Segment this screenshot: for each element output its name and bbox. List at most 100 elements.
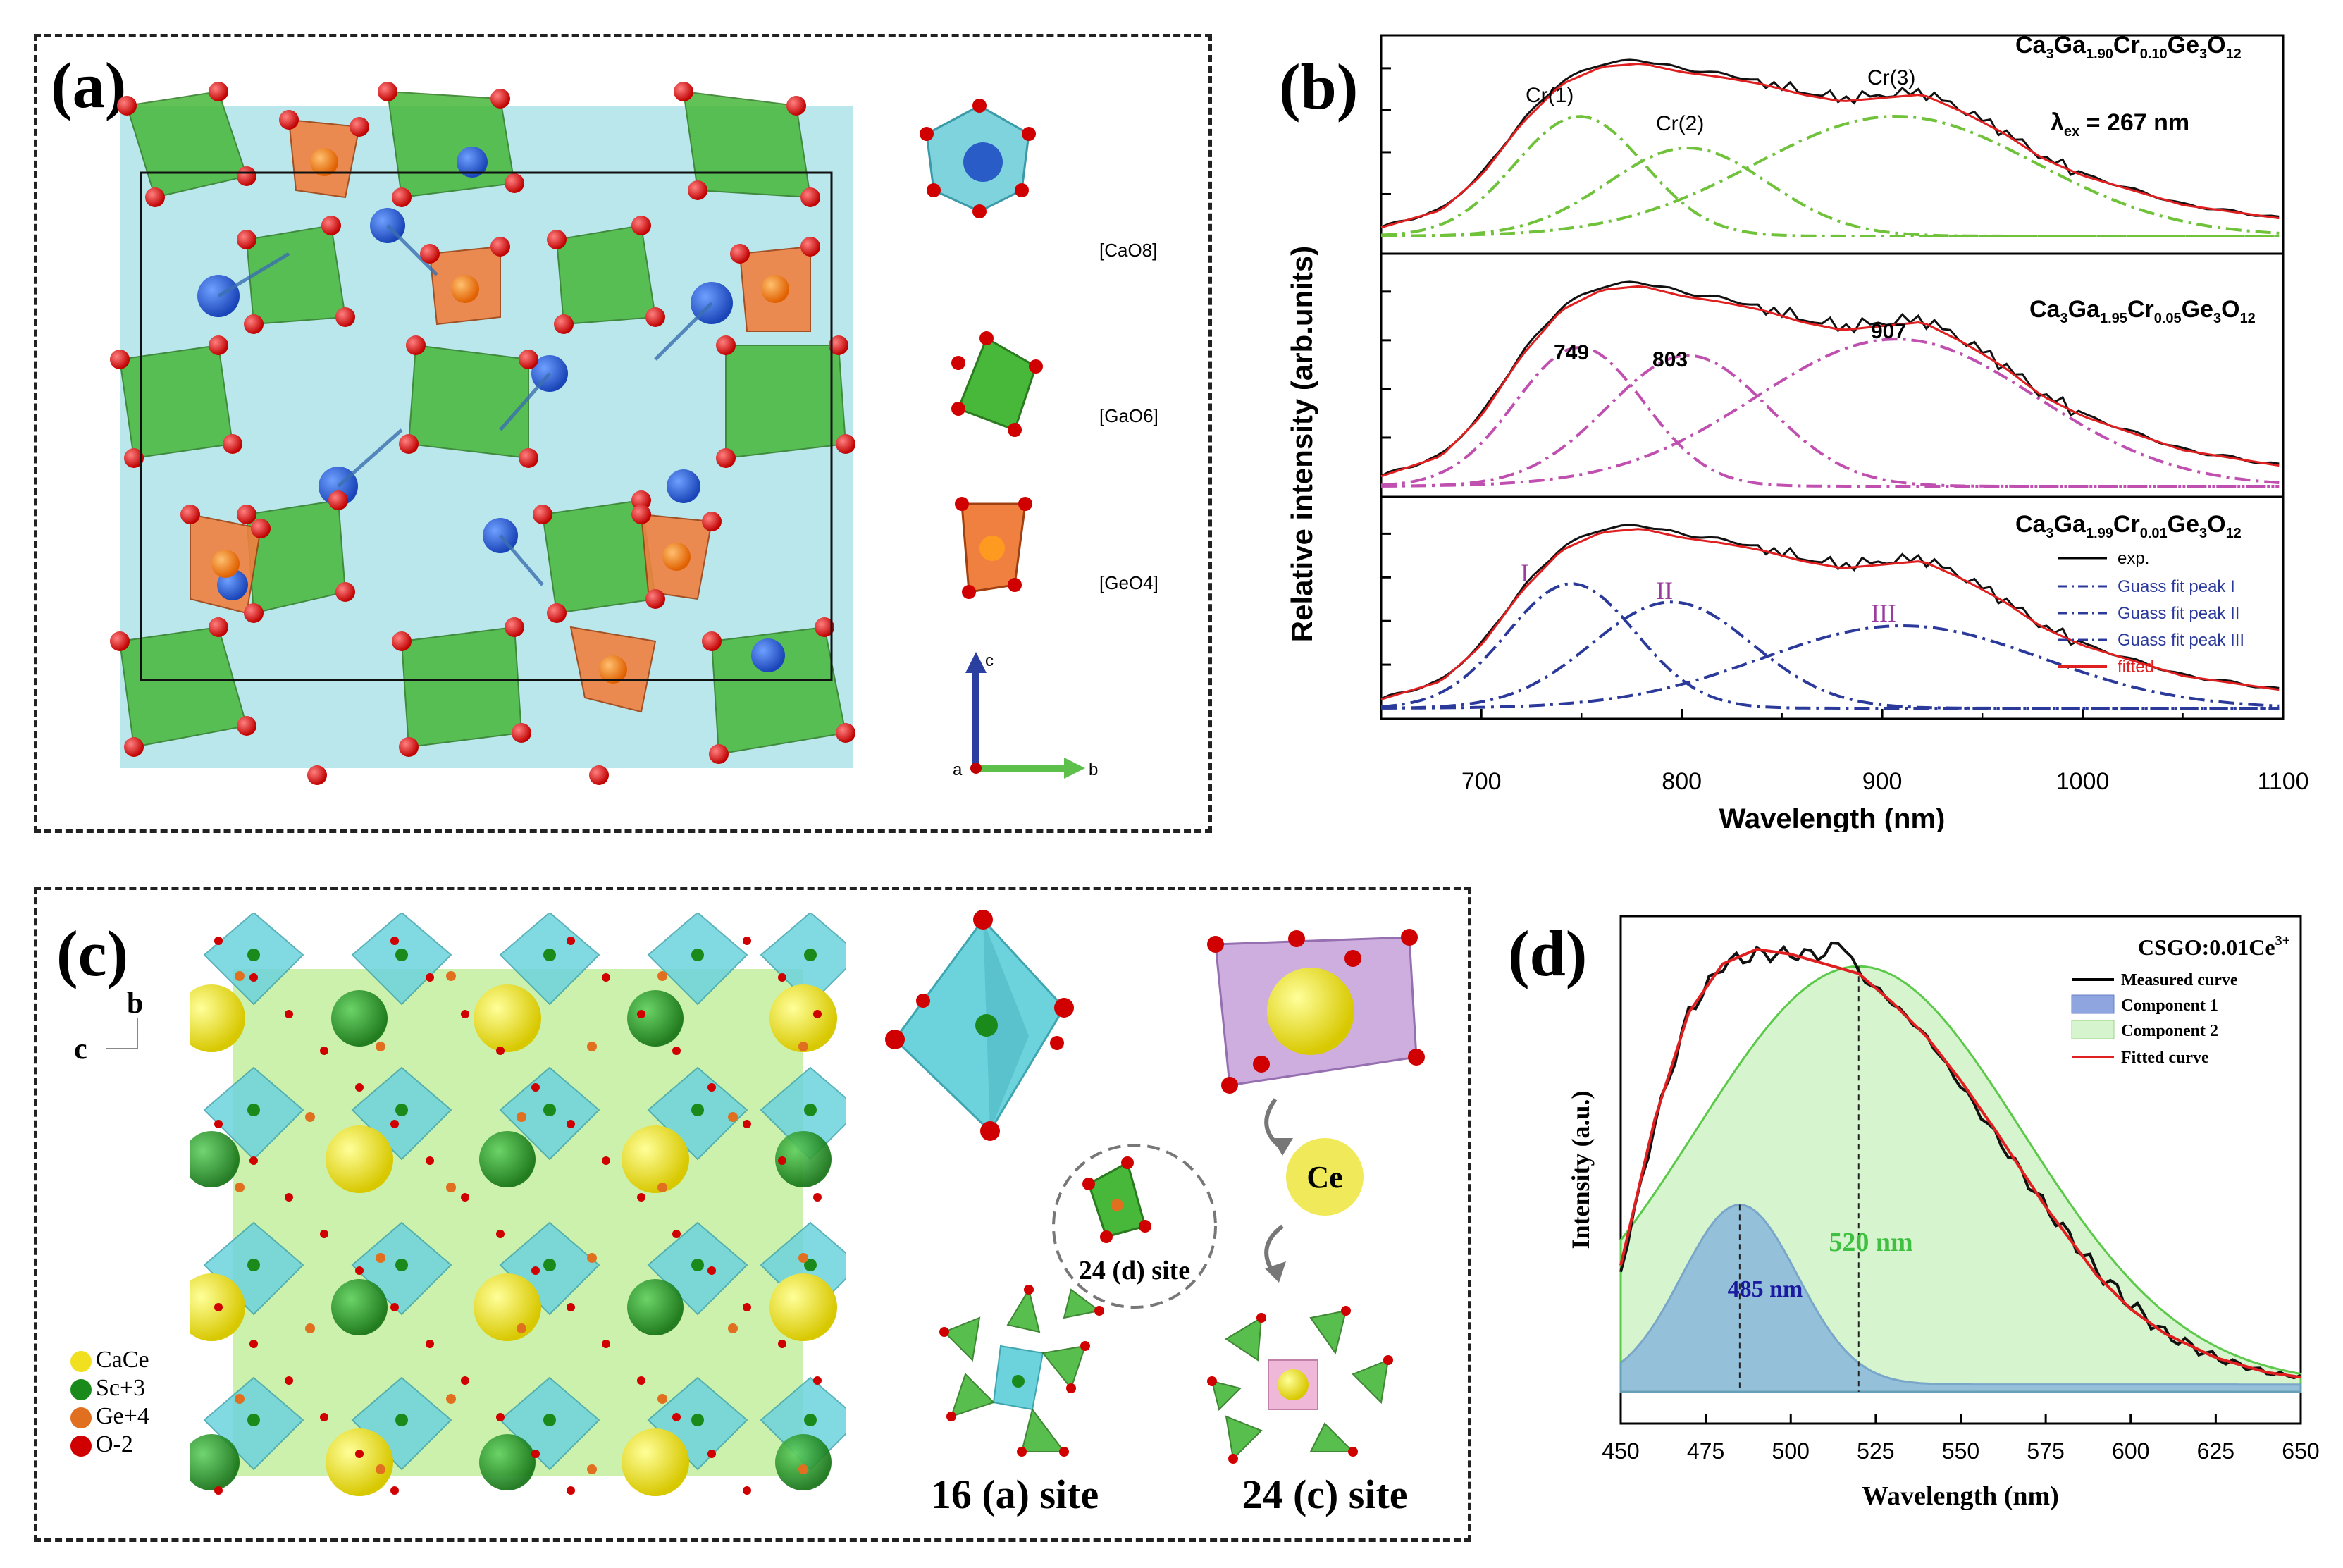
d-measured-curve xyxy=(1619,941,2301,1380)
b-gauss-2-1 xyxy=(1380,600,2280,710)
cluster-16a xyxy=(939,1285,1104,1457)
b-peak-cr2: Cr(2) xyxy=(1656,112,1704,135)
b-xtick-1100: 1100 xyxy=(2257,768,2308,795)
b-gauss-1-0 xyxy=(1380,345,2280,488)
b-fit-1 xyxy=(1380,285,2280,478)
panel-d-chart: Intensity (a.u.) CSGO:0.01Ce3+ Measured … xyxy=(1566,915,2320,1511)
d-title: CSGO:0.01Ce3+ xyxy=(2138,933,2290,960)
d-legend-comp1: Component 1 xyxy=(2121,996,2218,1015)
d-xlabel: Wavelength (nm) xyxy=(1862,1481,2059,1511)
garnet-structure-a xyxy=(110,82,855,785)
b-exp-2 xyxy=(1380,524,2280,700)
dodecahedron-24c xyxy=(1207,929,1425,1094)
gao6-polyhedron xyxy=(951,331,1043,437)
d-xtick-625: 625 xyxy=(2197,1438,2234,1464)
b-xtick-700: 700 xyxy=(1461,768,1502,795)
c-legend-sc: Sc+3 xyxy=(70,1374,149,1402)
panel-d-label: (d) xyxy=(1508,918,1588,989)
d-peak1-label: 485 nm xyxy=(1728,1276,1803,1302)
geo4-polyhedron xyxy=(955,497,1032,599)
b-peak-803: 803 xyxy=(1652,348,1688,371)
b-frame-bottom xyxy=(1380,495,2285,720)
c-site-c-label: 24 (c) site xyxy=(1242,1471,1407,1517)
c-legend-ge: Ge+4 xyxy=(70,1402,149,1431)
panel-c-frame xyxy=(34,887,1471,1542)
axis-triad-a: c a b xyxy=(953,651,1098,779)
d-legend: Measured curve Component 1 Component 2 F… xyxy=(2071,971,2238,1067)
legend-cao8: [CaO8] xyxy=(1099,240,1158,261)
b-legend-peak1: Guass fit peak I xyxy=(2118,577,2235,596)
d-component1-area xyxy=(1619,1204,2302,1393)
b-composition-bottom: Ca3Ga1.99Cr0.01Ge3O12 xyxy=(2015,511,2242,541)
b-legend-exp: exp. xyxy=(2118,549,2149,568)
c-axis-lines xyxy=(106,1018,138,1049)
d-xtick-475: 475 xyxy=(1687,1438,1724,1464)
axis-a-label: a xyxy=(953,760,963,779)
c-legend: CaCe Sc+3 Ge+4 O-2 xyxy=(70,1346,149,1459)
d-xtick-550: 550 xyxy=(1942,1438,1979,1464)
panel-b-chart: Relative intensity (arb.units) Ca3Ga1.90… xyxy=(1285,32,2309,832)
c-site-schematics: 24 (d) site Ce 16 (a) site xyxy=(885,910,1425,1517)
cao8-polyhedron xyxy=(920,99,1036,218)
octahedron-16a xyxy=(885,910,1074,1141)
c-site-d-label: 24 (d) site xyxy=(1079,1256,1190,1285)
b-ylabel: Relative intensity (arb.units) xyxy=(1285,246,1318,642)
b-legend-peak3: Guass fit peak III xyxy=(2118,631,2244,650)
b-frame-top xyxy=(1380,34,2285,255)
c-legend-cace: CaCe xyxy=(70,1346,149,1374)
b-gauss-1-1 xyxy=(1380,354,2280,488)
c-axis-c: c xyxy=(74,1033,87,1066)
d-xtick-600: 600 xyxy=(2112,1438,2149,1464)
b-legend-peak2: Guass fit peak II xyxy=(2118,604,2239,623)
d-legend-fitted: Fitted curve xyxy=(2121,1049,2209,1067)
panel-a-label: (a) xyxy=(51,49,127,121)
b-composition-mid: Ca3Ga1.95Cr0.05Ge3O12 xyxy=(2029,296,2256,326)
b-composition-top: Ca3Ga1.90Cr0.10Ge3O12 xyxy=(2015,32,2242,62)
b-lambda-ex: λex = 267 nm xyxy=(2051,109,2189,140)
c-ce-label: Ce xyxy=(1306,1160,1342,1194)
garnet-structure-c xyxy=(190,913,846,1496)
b-legend: exp. Guass fit peak I Guass fit peak II … xyxy=(2058,549,2244,677)
c-site-a-label: 16 (a) site xyxy=(931,1471,1099,1517)
b-peak-I: I xyxy=(1521,559,1529,587)
b-peak-749: 749 xyxy=(1554,341,1589,364)
d-xtick-575: 575 xyxy=(2027,1438,2064,1464)
c-axis-b: b xyxy=(127,987,144,1020)
d-fitted-curve xyxy=(1619,948,2301,1379)
c-legend-o: O-2 xyxy=(70,1431,149,1459)
b-xtick-900: 900 xyxy=(1862,768,1903,795)
d-peak2-label: 520 nm xyxy=(1829,1228,1912,1257)
d-legend-measured: Measured curve xyxy=(2121,971,2238,989)
d-xtick-500: 500 xyxy=(1772,1438,1810,1464)
b-frame-mid xyxy=(1380,252,2285,498)
b-exp-0 xyxy=(1380,58,2280,228)
d-ylabel: Intensity (a.u.) xyxy=(1566,1090,1595,1249)
b-xtick-800: 800 xyxy=(1662,768,1702,795)
b-legend-fitted: fitted xyxy=(2118,658,2154,677)
panel-b-label: (b) xyxy=(1279,51,1359,123)
b-peak-III: III xyxy=(1871,599,1896,627)
b-gauss-2-2 xyxy=(1381,624,2280,710)
b-exp-1 xyxy=(1380,280,2280,477)
legend-geo4: [GeO4] xyxy=(1099,572,1158,593)
panel-c-label: (c) xyxy=(56,918,129,989)
legend-gao6: [GaO6] xyxy=(1099,405,1158,426)
d-xtick-650: 650 xyxy=(2282,1438,2319,1464)
d-xtick-525: 525 xyxy=(1857,1438,1894,1464)
panel-a-frame xyxy=(34,34,1212,833)
axis-c-label: c xyxy=(985,651,994,670)
b-gauss-0-0 xyxy=(1380,115,2280,237)
b-xlabel: Wavelength (nm) xyxy=(1719,803,1946,832)
b-gauss-0-2 xyxy=(1381,114,2280,237)
d-xtick-450: 450 xyxy=(1602,1438,1639,1464)
b-gauss-1-2 xyxy=(1380,338,2280,488)
b-gauss-0-1 xyxy=(1381,146,2280,237)
b-fit-0 xyxy=(1380,62,2280,229)
d-legend-comp2: Component 2 xyxy=(2121,1022,2218,1040)
b-xtick-1000: 1000 xyxy=(2056,768,2110,795)
b-peak-cr3: Cr(3) xyxy=(1867,66,1915,89)
b-fit-2 xyxy=(1380,528,2280,700)
axis-b-label: b xyxy=(1089,760,1098,779)
b-peak-cr1: Cr(1) xyxy=(1526,84,1574,107)
b-peak-II: II xyxy=(1656,576,1673,605)
